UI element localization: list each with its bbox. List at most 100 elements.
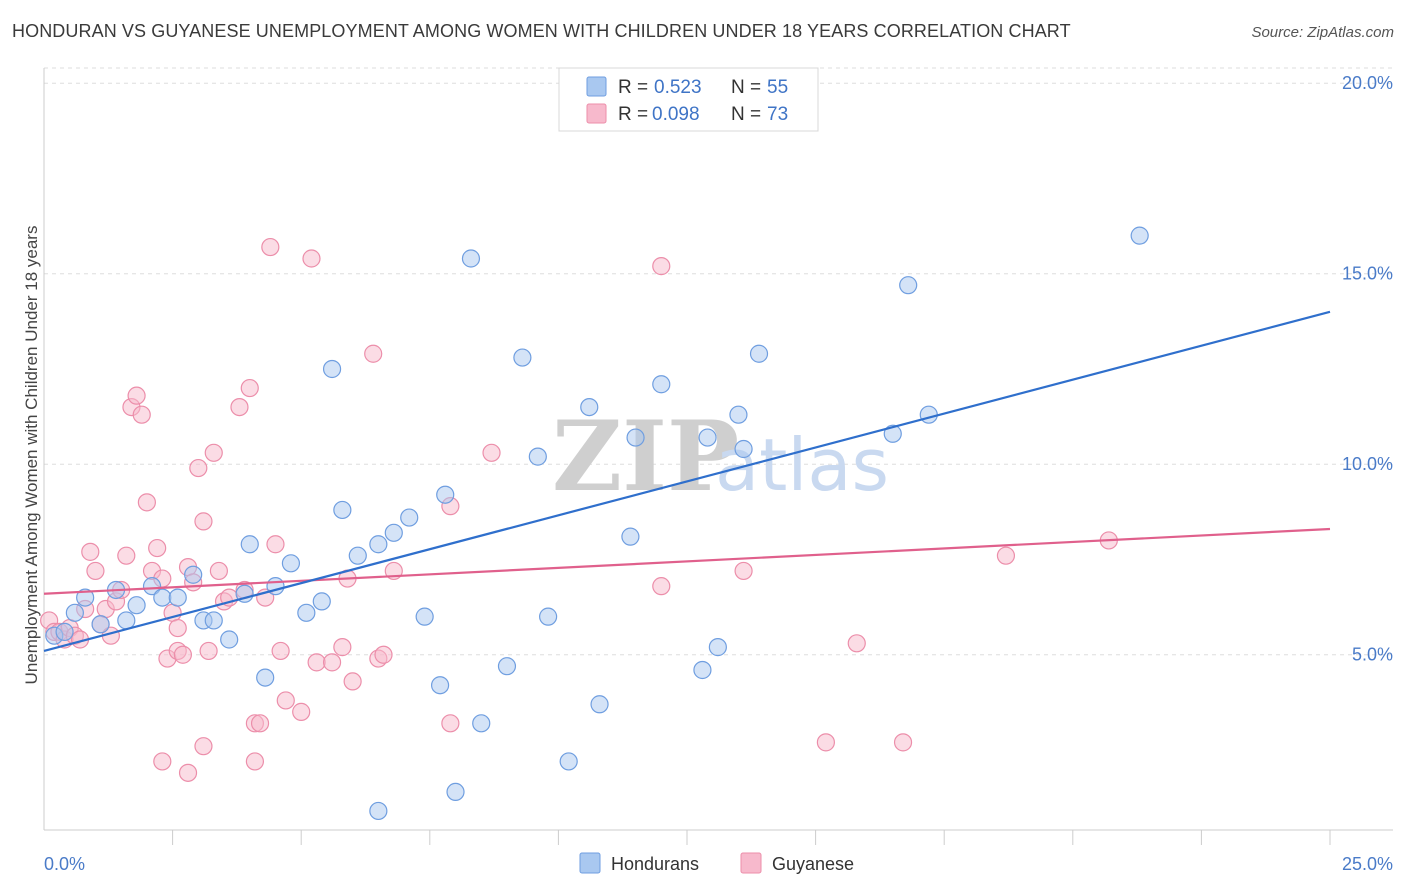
hondurans-trendline xyxy=(43,310,1331,652)
hondurans-point xyxy=(297,603,316,622)
legend-hondurans-swatch xyxy=(579,852,601,874)
guyanese-point xyxy=(322,653,342,672)
guyanese-point xyxy=(893,733,913,752)
y-tick-label: 10.0% xyxy=(1342,454,1393,474)
guyanese-point xyxy=(307,653,326,672)
guyanese-point xyxy=(127,386,146,405)
guyanese-point xyxy=(153,752,172,771)
guyanese-point xyxy=(261,237,280,257)
hondurans-point xyxy=(513,348,532,367)
legend-hondurans-label: Hondurans xyxy=(611,854,699,874)
x-tick-marks xyxy=(172,830,1331,845)
hondurans-point xyxy=(708,638,727,657)
hondurans-point xyxy=(153,588,172,607)
guyanese-point xyxy=(266,535,285,554)
watermark: ZIP atlas xyxy=(552,400,889,513)
hondurans-point xyxy=(590,695,609,714)
hondurans-point xyxy=(626,428,645,447)
hondurans-point xyxy=(348,546,367,565)
guyanese-point xyxy=(148,538,167,558)
guyanese-r-label: R = xyxy=(618,104,648,125)
hondurans-point xyxy=(184,565,203,584)
hondurans-point xyxy=(1130,226,1149,245)
hondurans-point xyxy=(528,447,547,466)
guyanese-point xyxy=(178,763,198,782)
guyanese-point xyxy=(81,542,100,561)
hondurans-n-value: 55 xyxy=(767,77,788,98)
guyanese-point xyxy=(137,493,156,512)
y-tick-label: 20.0% xyxy=(1342,73,1393,93)
guyanese-point xyxy=(482,443,501,462)
hondurans-point xyxy=(333,500,352,520)
stats-legend: R = 0.523 N = 55 R = 0.098 N = 73 xyxy=(558,67,819,132)
guyanese-point xyxy=(199,641,218,661)
hondurans-r-label: R = xyxy=(618,77,648,98)
hondurans-point xyxy=(919,405,938,424)
hondurans-point xyxy=(436,485,455,504)
hondurans-swatch xyxy=(586,76,607,97)
hondurans-point xyxy=(65,603,84,622)
guyanese-point xyxy=(209,561,228,581)
hondurans-point xyxy=(384,523,403,542)
guyanese-point xyxy=(292,702,311,721)
hondurans-point xyxy=(693,660,712,680)
guyanese-n-label: N = xyxy=(731,104,761,125)
guyanese-point xyxy=(364,344,383,363)
guyanese-point xyxy=(173,645,192,664)
legend-guyanese-label: Guyanese xyxy=(772,854,854,874)
hondurans-point xyxy=(698,428,717,447)
guyanese-point xyxy=(734,561,753,581)
guyanese-trendline xyxy=(43,527,1331,595)
hondurans-point xyxy=(76,588,95,607)
y-tick-label: 15.0% xyxy=(1342,264,1393,284)
guyanese-point xyxy=(276,691,295,710)
x-tick-label-min: 0.0% xyxy=(44,854,85,874)
guyanese-point xyxy=(117,546,136,565)
hondurans-point xyxy=(415,607,434,626)
hondurans-point xyxy=(580,397,599,417)
hondurans-point xyxy=(220,630,239,649)
y-axis-label: Unemployment Among Women with Children U… xyxy=(22,226,41,685)
hondurans-point xyxy=(142,577,162,596)
guyanese-point xyxy=(230,397,249,417)
source-label: Source: ZipAtlas.com xyxy=(1251,24,1394,41)
guyanese-point xyxy=(374,645,393,664)
hondurans-points xyxy=(45,226,1149,821)
legend-guyanese-swatch xyxy=(740,852,762,874)
hondurans-point xyxy=(369,801,388,821)
hondurans-point xyxy=(168,588,187,607)
hondurans-point xyxy=(621,527,640,546)
guyanese-point xyxy=(189,458,208,478)
hondurans-point xyxy=(883,424,902,443)
guyanese-point xyxy=(240,378,259,398)
guyanese-n-value: 73 xyxy=(767,104,788,125)
guyanese-point xyxy=(271,641,290,661)
trendlines xyxy=(43,310,1331,652)
guyanese-point xyxy=(333,638,352,657)
guyanese-point xyxy=(194,737,213,756)
guyanese-point xyxy=(302,249,321,268)
gridlines xyxy=(44,67,1393,656)
guyanese-point xyxy=(816,733,835,752)
hondurans-point xyxy=(446,782,465,802)
guyanese-point xyxy=(847,634,866,653)
guyanese-point xyxy=(86,561,105,581)
hondurans-point xyxy=(240,535,259,554)
guyanese-r-value: 0.098 xyxy=(652,104,700,125)
y-tick-labels: 5.0% 10.0% 15.0% 20.0% xyxy=(1342,73,1393,664)
hondurans-n-label: N = xyxy=(731,77,761,98)
hondurans-point xyxy=(312,592,331,611)
hondurans-point xyxy=(539,607,558,626)
guyanese-point xyxy=(194,512,213,531)
hondurans-r-value: 0.523 xyxy=(654,77,702,98)
hondurans-point xyxy=(322,359,342,379)
hondurans-point xyxy=(430,676,450,695)
guyanese-point xyxy=(204,443,223,462)
hondurans-point xyxy=(559,752,578,771)
guyanese-point xyxy=(132,405,151,424)
hondurans-point xyxy=(899,276,918,295)
hondurans-point xyxy=(729,405,748,424)
guyanese-point xyxy=(245,752,265,771)
hondurans-point xyxy=(734,439,753,459)
